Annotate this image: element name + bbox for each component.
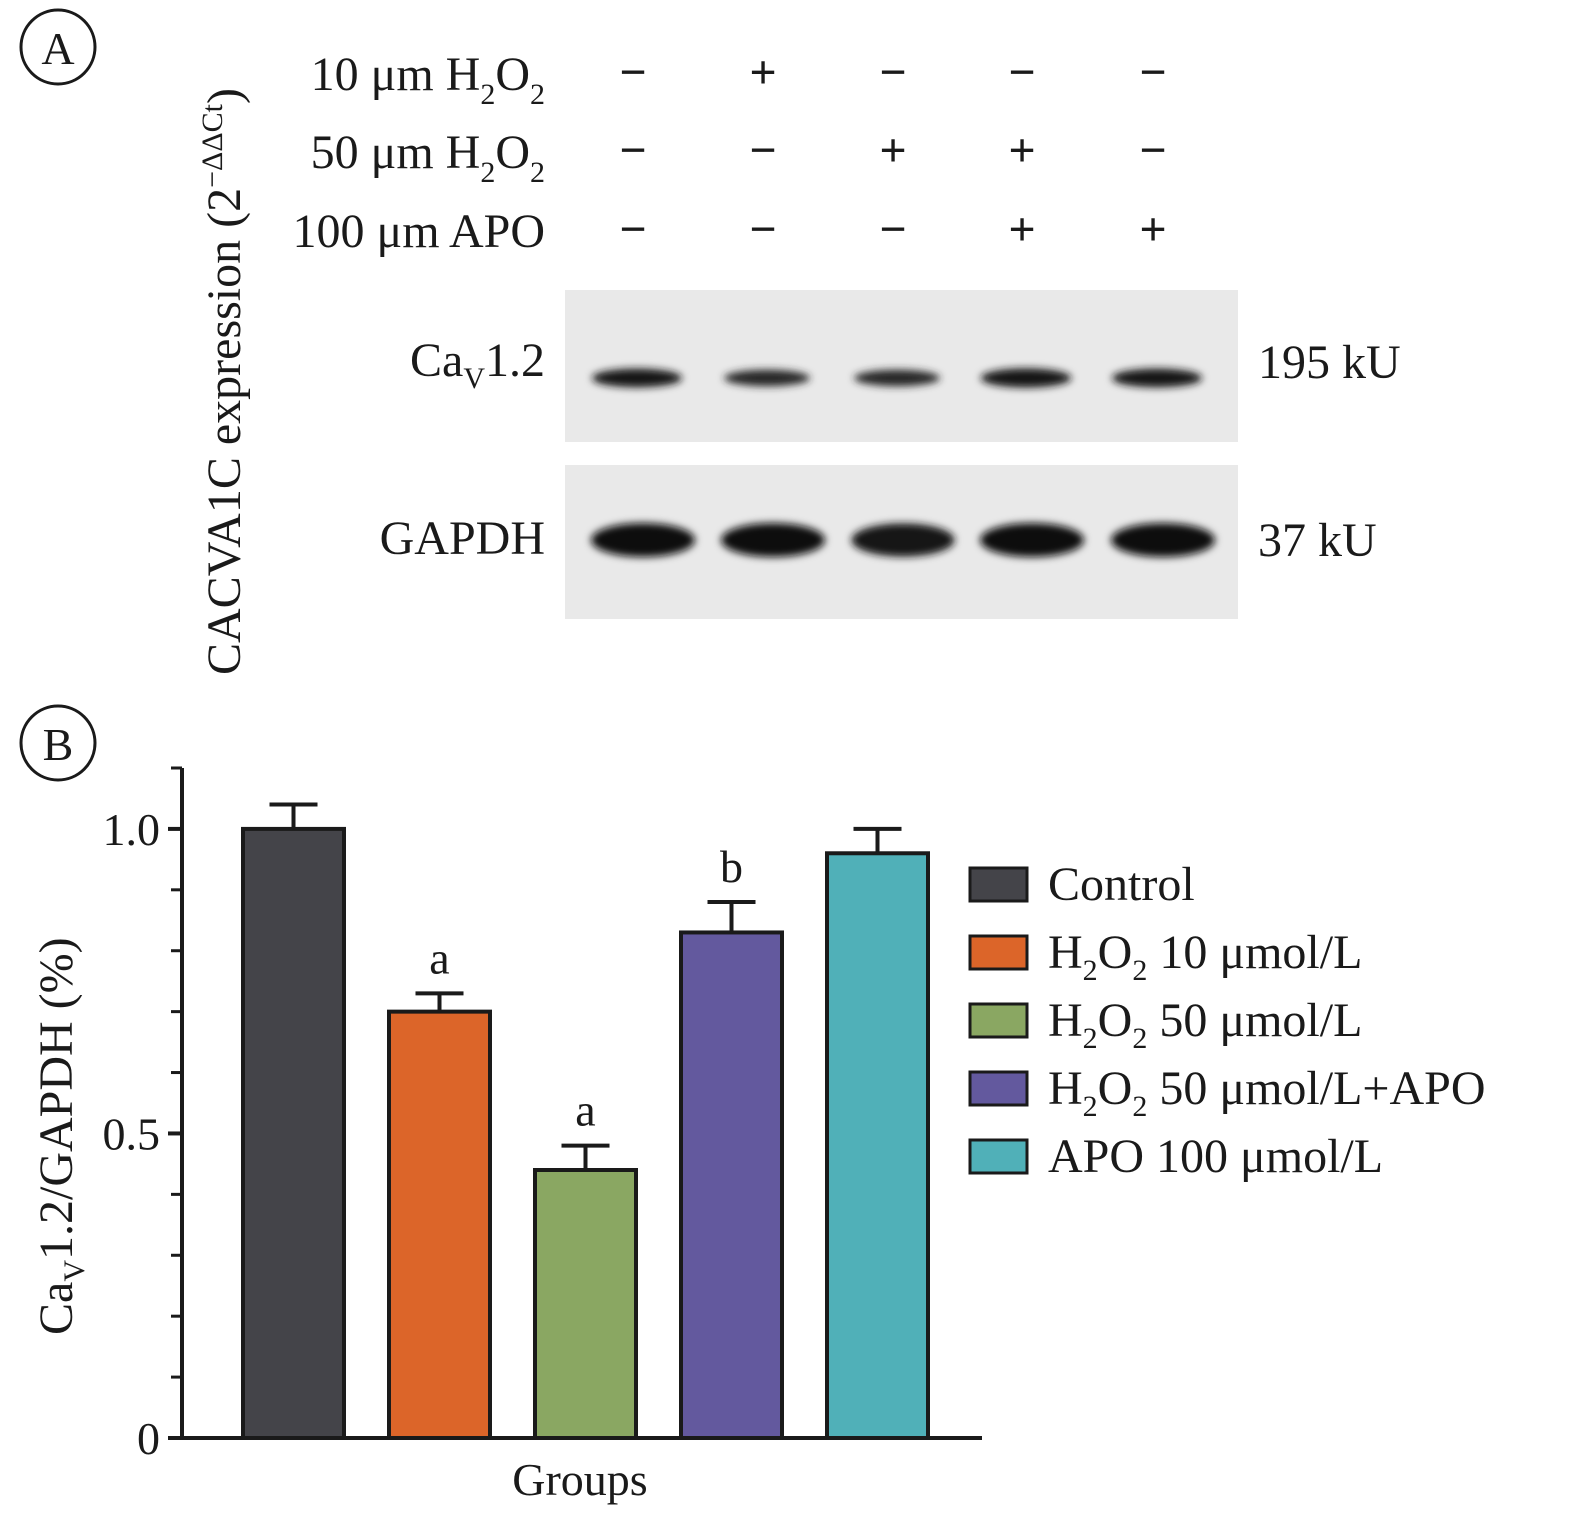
condition-sign: − <box>1008 46 1035 99</box>
condition-label: 100 μm APO <box>293 205 545 258</box>
blot-strip: CaV1.2 195 kU <box>410 290 1401 442</box>
chart-axes: 0 0.5 1.0 <box>103 766 982 1464</box>
legend-swatch <box>968 1070 1029 1107</box>
condition-sign: − <box>619 203 646 256</box>
condition-sign: − <box>749 124 776 177</box>
blot-strip: GAPDH 37 kU <box>380 465 1377 619</box>
y-tick-label: 0.5 <box>103 1108 161 1159</box>
panel-b-label: B <box>43 719 74 770</box>
panel-a-side-label: CACVA1C expression (2−ΔΔCt) <box>196 88 251 675</box>
condition-table: 10 μm H2O2 − + − − − 50 μm H2O2 − − + + − 100 μm APO… <box>293 46 1167 258</box>
legend-label: H2O2 50 μmol/L <box>1048 994 1362 1055</box>
chart-bars: a a b <box>241 802 930 1440</box>
blot-membrane <box>565 290 1238 442</box>
condition-sign: + <box>749 46 776 99</box>
blot-band <box>851 523 955 557</box>
condition-label: 50 μm H2O2 <box>311 126 545 189</box>
legend-label: H2O2 10 μmol/L <box>1048 926 1362 987</box>
blot-size-label: 195 kU <box>1258 336 1401 389</box>
legend-swatch <box>968 1138 1029 1175</box>
legend-swatch <box>968 934 1029 971</box>
blot-band <box>1111 523 1215 557</box>
condition-sign: − <box>749 203 776 256</box>
legend-item: H2O2 10 μmol/L <box>968 926 1362 987</box>
legend-item: H2O2 50 μmol/L <box>968 994 1362 1055</box>
condition-sign: − <box>619 46 646 99</box>
panel-a-badge <box>19 8 97 86</box>
blot-band <box>592 368 682 388</box>
condition-sign: − <box>1139 46 1166 99</box>
condition-sign: − <box>619 124 646 177</box>
y-tick-label: 1.0 <box>103 804 161 855</box>
blot-protein-label: CaV1.2 <box>410 334 545 395</box>
significance-label: a <box>429 932 449 983</box>
bar <box>387 1009 492 1440</box>
condition-sign: + <box>1139 203 1166 256</box>
condition-sign: − <box>879 46 906 99</box>
condition-label: 10 μm H2O2 <box>311 48 545 111</box>
blot-band <box>980 523 1084 557</box>
legend-item: APO 100 μmol/L <box>968 1130 1383 1183</box>
bar <box>533 1168 638 1440</box>
blot-band <box>724 369 810 387</box>
condition-sign: + <box>1008 203 1035 256</box>
legend-swatch <box>968 1002 1029 1039</box>
legend-item: Control <box>968 858 1195 911</box>
blot-band <box>854 369 940 387</box>
x-axis-label: Groups <box>512 1454 647 1505</box>
legend-label: Control <box>1048 858 1195 911</box>
blot-band <box>1112 368 1202 388</box>
significance-label: a <box>575 1085 595 1136</box>
panel-a: A CACVA1C expression (2−ΔΔCt) 10 μm H2O2… <box>19 8 1401 675</box>
panel-b-badge <box>19 704 97 782</box>
legend-item: H2O2 50 μmol/L+APO <box>968 1062 1486 1123</box>
condition-sign: − <box>1139 124 1166 177</box>
blot-band <box>721 523 825 557</box>
blot-protein-label: GAPDH <box>380 512 545 565</box>
bar <box>241 826 346 1440</box>
legend-swatch <box>968 866 1029 903</box>
legend-label: H2O2 50 μmol/L+APO <box>1048 1062 1486 1123</box>
blot-band <box>591 523 695 557</box>
condition-sign: − <box>879 203 906 256</box>
legend-label: APO 100 μmol/L <box>1048 1130 1383 1183</box>
condition-sign: + <box>879 124 906 177</box>
bar <box>825 851 930 1440</box>
blot-band <box>980 368 1072 388</box>
y-tick-label: 0 <box>137 1413 160 1464</box>
y-axis-label: CaV1.2/GAPDH (%) <box>30 937 91 1335</box>
condition-sign: + <box>1008 124 1035 177</box>
significance-label: b <box>720 841 743 892</box>
panel-b: B CaV1.2/GAPDH (%) 0 0.5 1.0 a a b Groups Co… <box>19 704 1486 1505</box>
western-blot: CaV1.2 195 kU GAPDH 37 kU <box>380 290 1401 619</box>
chart-legend: Control H2O2 10 μmol/L H2O2 50 μmol/L H2O2 … <box>968 858 1486 1183</box>
bar <box>679 930 784 1440</box>
panel-a-label: A <box>41 23 74 74</box>
blot-size-label: 37 kU <box>1258 514 1377 567</box>
